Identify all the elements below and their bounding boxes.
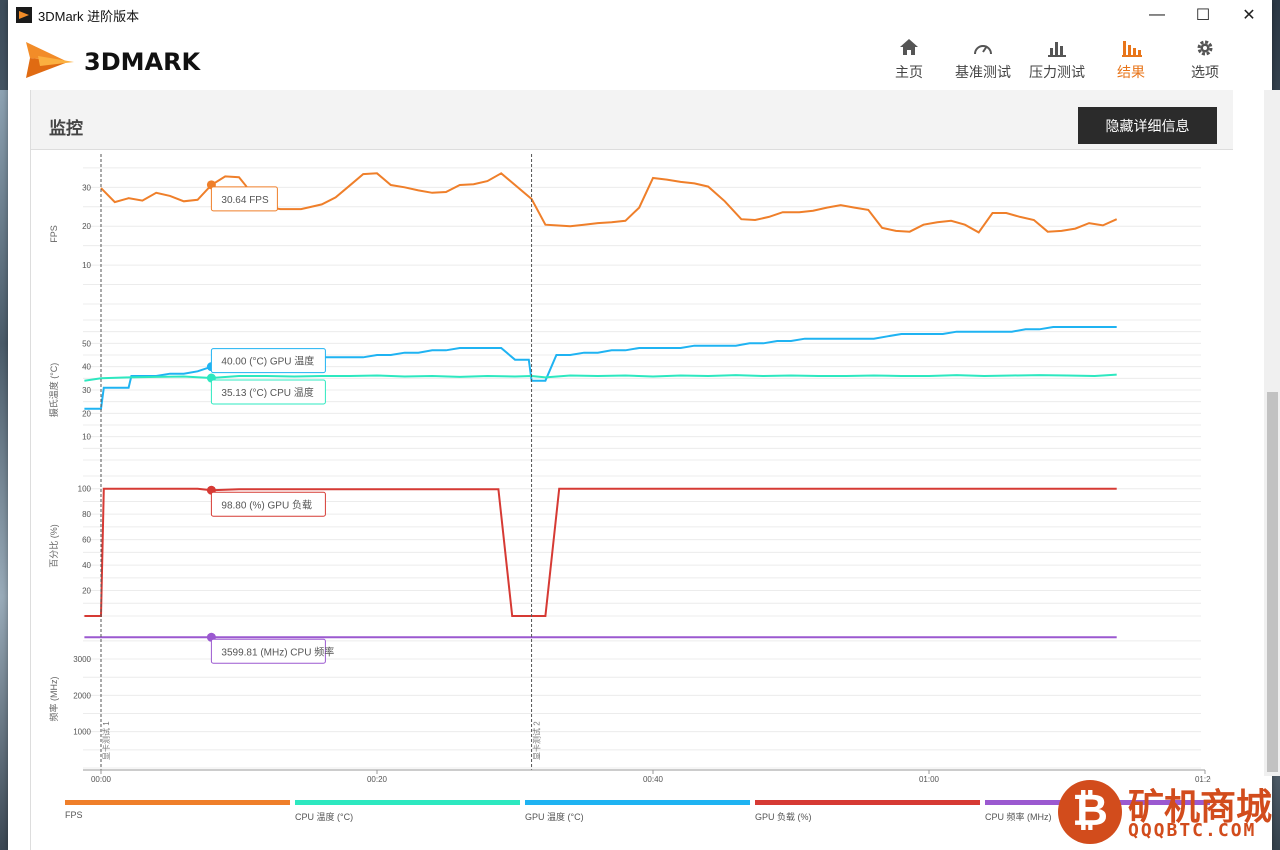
y-tick-label: 3000 (73, 655, 91, 664)
series-line-cpu_temp (84, 373, 1117, 382)
tooltip-box-cpu_freq (210, 638, 326, 664)
app-window: 3DMark 进阶版本 — ☐ ✕ 3DMARK 主页 (8, 0, 1280, 850)
nav-home-label: 主页 (895, 64, 923, 80)
title-bar[interactable]: 3DMark 进阶版本 (8, 0, 1272, 30)
test-marker-label: 显卡测试 2 (532, 721, 542, 760)
x-tick-label: 00:40 (643, 775, 664, 784)
x-tick-label: 00:20 (367, 775, 388, 784)
section-title: 监控 (49, 119, 83, 139)
nav-home[interactable]: 主页 (876, 36, 942, 82)
monitoring-chart[interactable]: 10 20 30 FPS 30.64 FPS 10 20 30 40 50 摄氏温度 (°C) 40.… (31, 150, 1211, 800)
test-marker-label: 显卡测试 1 (101, 721, 111, 760)
tooltip-box-gpu_temp (210, 348, 326, 374)
legend-item-cpu_temp[interactable]: CPU 温度 (°C) (295, 800, 520, 823)
gauge-icon (974, 45, 992, 55)
nav-results-label: 结果 (1117, 64, 1145, 80)
main-nav: 主页 基准测试 压力测试 (868, 36, 1238, 82)
x-tick-label: 00:00 (91, 775, 112, 784)
watermark-logo: 矿机商城 QQQBTC.COM (1058, 776, 1278, 850)
y-tick-label: 60 (82, 536, 91, 545)
y-tick-label: 40 (82, 561, 91, 570)
y-axis-label: FPS (49, 225, 59, 243)
maximize-button[interactable]: ☐ (1195, 7, 1211, 24)
tooltip-text-cpu_freq: 3599.81 (MHz) CPU 频率 (221, 645, 334, 658)
y-tick-label: 10 (82, 433, 91, 442)
tooltip-text-fps: 30.64 FPS (221, 195, 269, 206)
tooltip-text-gpu_load: 98.80 (%) GPU 负载 (221, 498, 312, 511)
series-line-gpu_load (84, 487, 1117, 617)
minimize-button[interactable]: — (1149, 6, 1165, 23)
y-axis-label: 百分比 (%) (48, 524, 59, 568)
app-icon (16, 7, 32, 23)
y-tick-label: 100 (78, 485, 92, 494)
scrollbar-thumb[interactable] (1267, 392, 1278, 772)
y-tick-label: 80 (82, 510, 91, 519)
nav-stress-tests-label: 压力测试 (1029, 64, 1085, 80)
y-axis-label: 摄氏温度 (°C) (48, 363, 59, 418)
app-header: 3DMARK 主页 基准测试 (8, 30, 1272, 90)
legend-item-fps[interactable]: FPS (65, 800, 290, 820)
y-tick-label: 2000 (73, 691, 91, 700)
bar-chart-icon (1048, 42, 1066, 57)
legend-swatch (295, 800, 520, 805)
y-tick-label: 40 (82, 363, 91, 372)
y-tick-label: 20 (82, 587, 91, 596)
results-icon (1122, 41, 1142, 57)
y-tick-label: 1000 (73, 728, 91, 737)
desktop-left-edge (0, 90, 10, 850)
gear-icon (1197, 40, 1213, 56)
close-button[interactable]: ✕ (1242, 7, 1256, 24)
tooltip-box-fps (210, 186, 278, 212)
watermark-text: 矿机商城 (1128, 787, 1273, 828)
logo-text: 3DMARK (84, 48, 201, 76)
nav-benchmarks[interactable]: 基准测试 (950, 36, 1016, 82)
tooltip-box-cpu_temp (210, 379, 326, 405)
vertical-scrollbar[interactable] (1264, 90, 1280, 776)
legend-label: CPU 频率 (MHz) (985, 812, 1052, 822)
legend-swatch (65, 800, 290, 805)
legend-label: CPU 温度 (°C) (295, 812, 354, 822)
tooltip-text-gpu_temp: 40.00 (°C) GPU 温度 (221, 355, 314, 368)
x-tick-label: 01:00 (919, 775, 940, 784)
nav-stress-tests[interactable]: 压力测试 (1024, 36, 1090, 82)
window-title: 3DMark 进阶版本 (38, 8, 140, 24)
legend-item-gpu_load[interactable]: GPU 负载 (%) (755, 800, 980, 823)
hide-details-button[interactable]: 隐藏详细信息 (1078, 107, 1217, 144)
logo-wing-icon (26, 42, 74, 78)
y-tick-label: 50 (82, 339, 91, 348)
legend-label: GPU 负载 (%) (755, 812, 812, 822)
nav-options[interactable]: 选项 (1172, 36, 1238, 82)
y-tick-label: 30 (82, 386, 91, 395)
legend-swatch (755, 800, 980, 805)
watermark-url: QQQBTC.COM (1128, 820, 1257, 841)
bitcoin-icon (1058, 780, 1122, 844)
legend-label: FPS (65, 810, 83, 820)
nav-options-label: 选项 (1191, 64, 1219, 80)
legend-label: GPU 温度 (°C) (525, 812, 584, 822)
tooltip-box-gpu_load (210, 491, 326, 517)
y-tick-label: 10 (82, 261, 91, 270)
nav-results[interactable]: 结果 (1098, 36, 1164, 82)
monitoring-panel: 监控 隐藏详细信息 10 20 30 FPS 30.64 FPS 10 20 30 40 50 摄氏… (30, 90, 1233, 850)
nav-benchmarks-label: 基准测试 (955, 64, 1011, 80)
section-header: 监控 隐藏详细信息 (31, 90, 1233, 150)
x-tick-label: 01:20 (1195, 775, 1211, 784)
y-tick-label: 20 (82, 409, 91, 418)
legend-swatch (525, 800, 750, 805)
y-tick-label: 20 (82, 222, 91, 231)
home-icon (900, 39, 918, 55)
3dmark-logo[interactable]: 3DMARK (24, 36, 234, 82)
legend-item-gpu_temp[interactable]: GPU 温度 (°C) (525, 800, 750, 823)
y-axis-label: 频率 (MHz) (48, 677, 59, 722)
tooltip-text-cpu_temp: 35.13 (°C) CPU 温度 (221, 386, 313, 399)
y-tick-label: 30 (82, 183, 91, 192)
